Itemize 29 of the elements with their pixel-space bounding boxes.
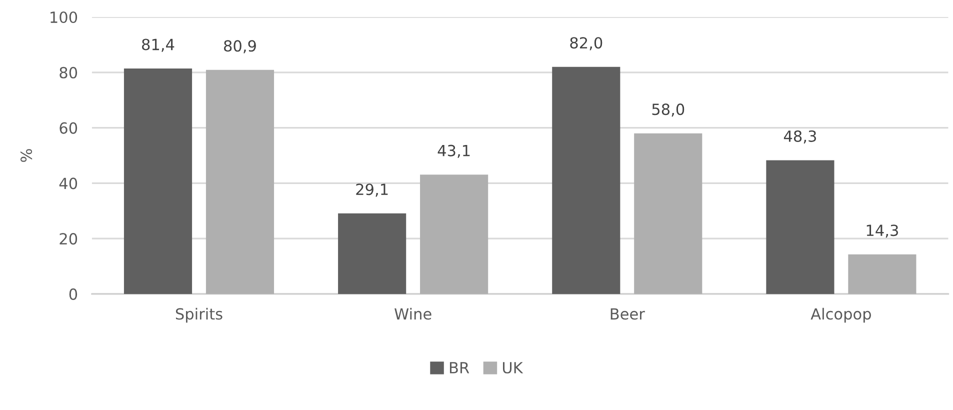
data-label: 48,3 <box>784 130 816 144</box>
data-label: 29,1 <box>356 184 388 197</box>
y-tick-label: 0 <box>69 288 78 300</box>
legend-label: BR <box>450 362 470 374</box>
y-axis-title: % <box>20 149 32 162</box>
data-label: 81,4 <box>142 38 174 52</box>
data-label: 80,9 <box>224 40 256 54</box>
bar <box>848 254 916 294</box>
x-tick-label: Spirits <box>176 308 222 323</box>
x-tick-label: Wine <box>394 308 432 320</box>
bar <box>634 133 702 294</box>
bar <box>124 68 192 294</box>
bar <box>338 213 406 294</box>
y-tick-label: 100 <box>50 11 78 24</box>
y-tick-label: 40 <box>59 178 78 190</box>
y-tick-label: 60 <box>60 122 78 134</box>
bar <box>766 160 834 294</box>
data-label: 82,0 <box>570 37 602 50</box>
legend-label: UK <box>502 362 524 374</box>
x-tick-label: Alcopop <box>810 308 871 323</box>
y-tick-label: 20 <box>60 233 78 245</box>
data-label: 58,0 <box>652 104 684 117</box>
y-tick-label: 80 <box>60 66 78 78</box>
data-label: 43,1 <box>438 144 470 158</box>
x-tick-label: Beer <box>610 308 645 320</box>
bar <box>420 174 488 294</box>
data-label: 14,3 <box>866 224 898 238</box>
bar <box>552 66 620 294</box>
bar <box>206 70 274 294</box>
